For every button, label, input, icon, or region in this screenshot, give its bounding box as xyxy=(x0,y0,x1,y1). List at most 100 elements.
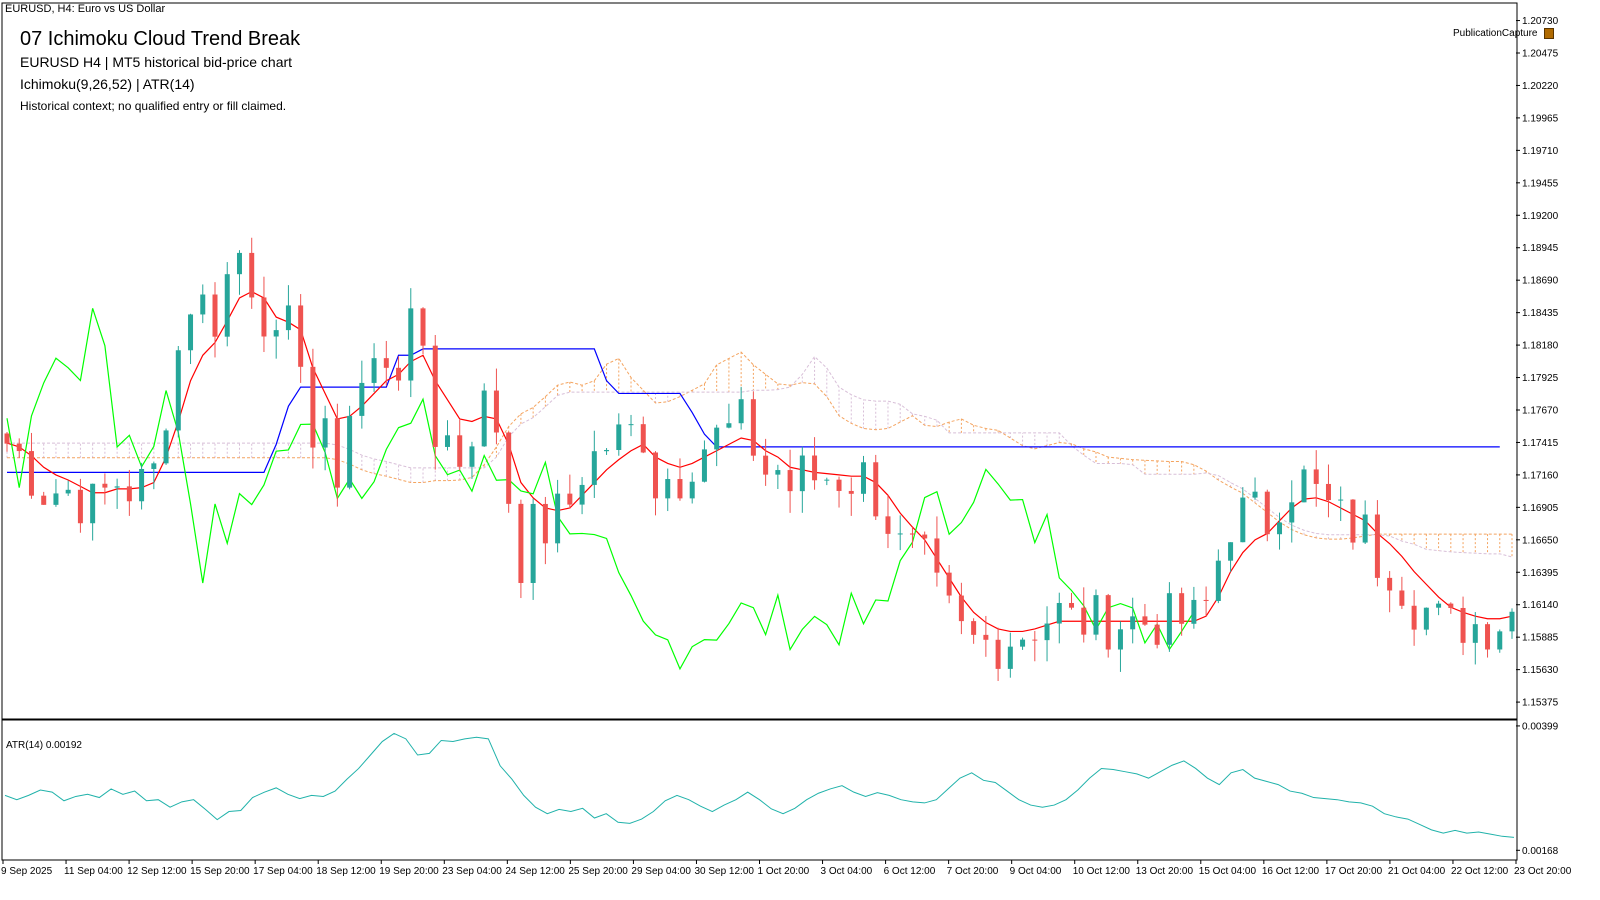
y-tick-label: 1.15375 xyxy=(1522,698,1559,709)
capture-icon xyxy=(1543,28,1554,39)
chart-frame xyxy=(1,2,1518,861)
candle-body xyxy=(1313,469,1319,484)
candle-body xyxy=(1228,542,1234,561)
candle-body xyxy=(420,308,426,346)
x-tick-label: 13 Oct 20:00 xyxy=(1136,866,1194,877)
candle-body xyxy=(1472,624,1478,643)
y-tick-label: 1.18945 xyxy=(1522,243,1559,254)
x-tick-label: 17 Oct 20:00 xyxy=(1325,866,1383,877)
y-tick-label: 1.19710 xyxy=(1522,146,1559,157)
candle-body xyxy=(261,297,267,337)
candle-body xyxy=(200,294,206,315)
candle-body xyxy=(1460,607,1466,643)
candle-body xyxy=(848,490,854,494)
y-tick-label: 1.18435 xyxy=(1522,308,1559,319)
price-panel-border xyxy=(1,2,1518,720)
candle-body xyxy=(530,503,536,583)
candle-body xyxy=(1203,599,1209,601)
x-tick-label: 15 Oct 04:00 xyxy=(1199,866,1257,877)
y-tick-label: 1.15885 xyxy=(1522,633,1559,644)
candle-body xyxy=(444,435,450,447)
candle-body xyxy=(188,314,194,351)
x-tick-label: 10 Oct 12:00 xyxy=(1073,866,1131,877)
candle-body xyxy=(1509,611,1515,632)
candle-body xyxy=(1154,624,1160,645)
y-tick-label: 1.17415 xyxy=(1522,438,1559,449)
window-title: EURUSD, H4: Euro vs US Dollar xyxy=(5,3,166,15)
candle-body xyxy=(836,479,842,491)
candle-body xyxy=(212,294,218,337)
y-tick-label: 1.16905 xyxy=(1522,503,1559,514)
candle-body xyxy=(946,572,952,596)
candle-body xyxy=(1338,499,1344,501)
y-tick-label: 1.17925 xyxy=(1522,373,1559,384)
indicator-list: Ichimoku(9,26,52) | ATR(14) xyxy=(20,76,195,92)
y-tick-label: 1.16650 xyxy=(1522,535,1559,546)
candle-body xyxy=(824,479,830,481)
candle-body xyxy=(677,479,683,499)
candle-body xyxy=(909,533,915,535)
x-tick-label: 12 Sep 12:00 xyxy=(127,866,187,877)
ichimoku-lines xyxy=(6,290,1513,671)
candle-body xyxy=(1325,483,1331,501)
candle-body xyxy=(689,481,695,499)
candle-body xyxy=(1166,593,1172,645)
candle-body xyxy=(102,483,108,488)
y-tick-label: 1.16140 xyxy=(1522,600,1559,611)
candle-body xyxy=(542,503,548,544)
candle-body xyxy=(750,399,756,456)
y-tick-label: 1.20475 xyxy=(1522,49,1559,60)
candle-body xyxy=(665,479,671,499)
candle-body xyxy=(1081,607,1087,635)
candle-body xyxy=(506,432,512,504)
candle-body xyxy=(1215,560,1221,601)
candle-body xyxy=(469,446,475,467)
chart-overlay-text: 07 Ichimoku Cloud Trend Break EURUSD H4 … xyxy=(20,27,300,117)
candle-body xyxy=(408,308,414,381)
candle-body xyxy=(334,418,340,488)
candle-body xyxy=(1264,491,1270,535)
candle-body xyxy=(126,486,132,502)
x-tick-label: 3 Oct 04:00 xyxy=(821,866,873,877)
y-tick-label: 1.19965 xyxy=(1522,113,1559,124)
x-tick-label: 19 Sep 20:00 xyxy=(379,866,439,877)
y-tick-label: 1.19455 xyxy=(1522,178,1559,189)
candle-body xyxy=(714,427,720,450)
candle-body xyxy=(971,621,977,635)
candle-body xyxy=(4,433,10,444)
candle-body xyxy=(65,489,71,494)
context-note: Historical context; no qualified entry o… xyxy=(20,99,287,113)
candlesticks[interactable] xyxy=(4,237,1515,681)
x-tick-label: 16 Oct 12:00 xyxy=(1262,866,1320,877)
candle-body xyxy=(897,533,903,535)
y-tick-label: 1.16395 xyxy=(1522,568,1559,579)
y-tick-label: 1.20730 xyxy=(1522,16,1559,27)
candle-body xyxy=(396,367,402,381)
x-tick-label: 17 Sep 04:00 xyxy=(253,866,313,877)
x-tick-label: 6 Oct 12:00 xyxy=(884,866,936,877)
candle-body xyxy=(995,639,1001,669)
candle-body xyxy=(763,455,769,475)
x-tick-label: 29 Sep 04:00 xyxy=(631,866,691,877)
senkou-span-a xyxy=(7,351,1512,540)
candle-body xyxy=(1117,629,1123,650)
candle-body xyxy=(151,463,157,469)
candle-body xyxy=(983,634,989,640)
y-tick-label: 1.19200 xyxy=(1522,211,1559,222)
candle-body xyxy=(28,451,34,496)
x-tick-label: 1 Oct 20:00 xyxy=(758,866,810,877)
publication-capture-label: PublicationCapture xyxy=(1453,28,1554,39)
y-tick-label: 1.18180 xyxy=(1522,341,1559,352)
candle-body xyxy=(1411,605,1417,630)
candle-body xyxy=(1240,497,1246,543)
candle-body xyxy=(41,495,47,505)
candle-body xyxy=(1362,514,1368,543)
candle-body xyxy=(16,443,22,452)
atr-panel-border xyxy=(1,719,1518,861)
candle-body xyxy=(53,493,59,505)
candle-body xyxy=(1387,577,1393,591)
candle-body xyxy=(604,449,610,452)
atr-panel: 0.00399 0.00168 xyxy=(4,721,1559,857)
x-tick-label: 15 Sep 20:00 xyxy=(190,866,250,877)
